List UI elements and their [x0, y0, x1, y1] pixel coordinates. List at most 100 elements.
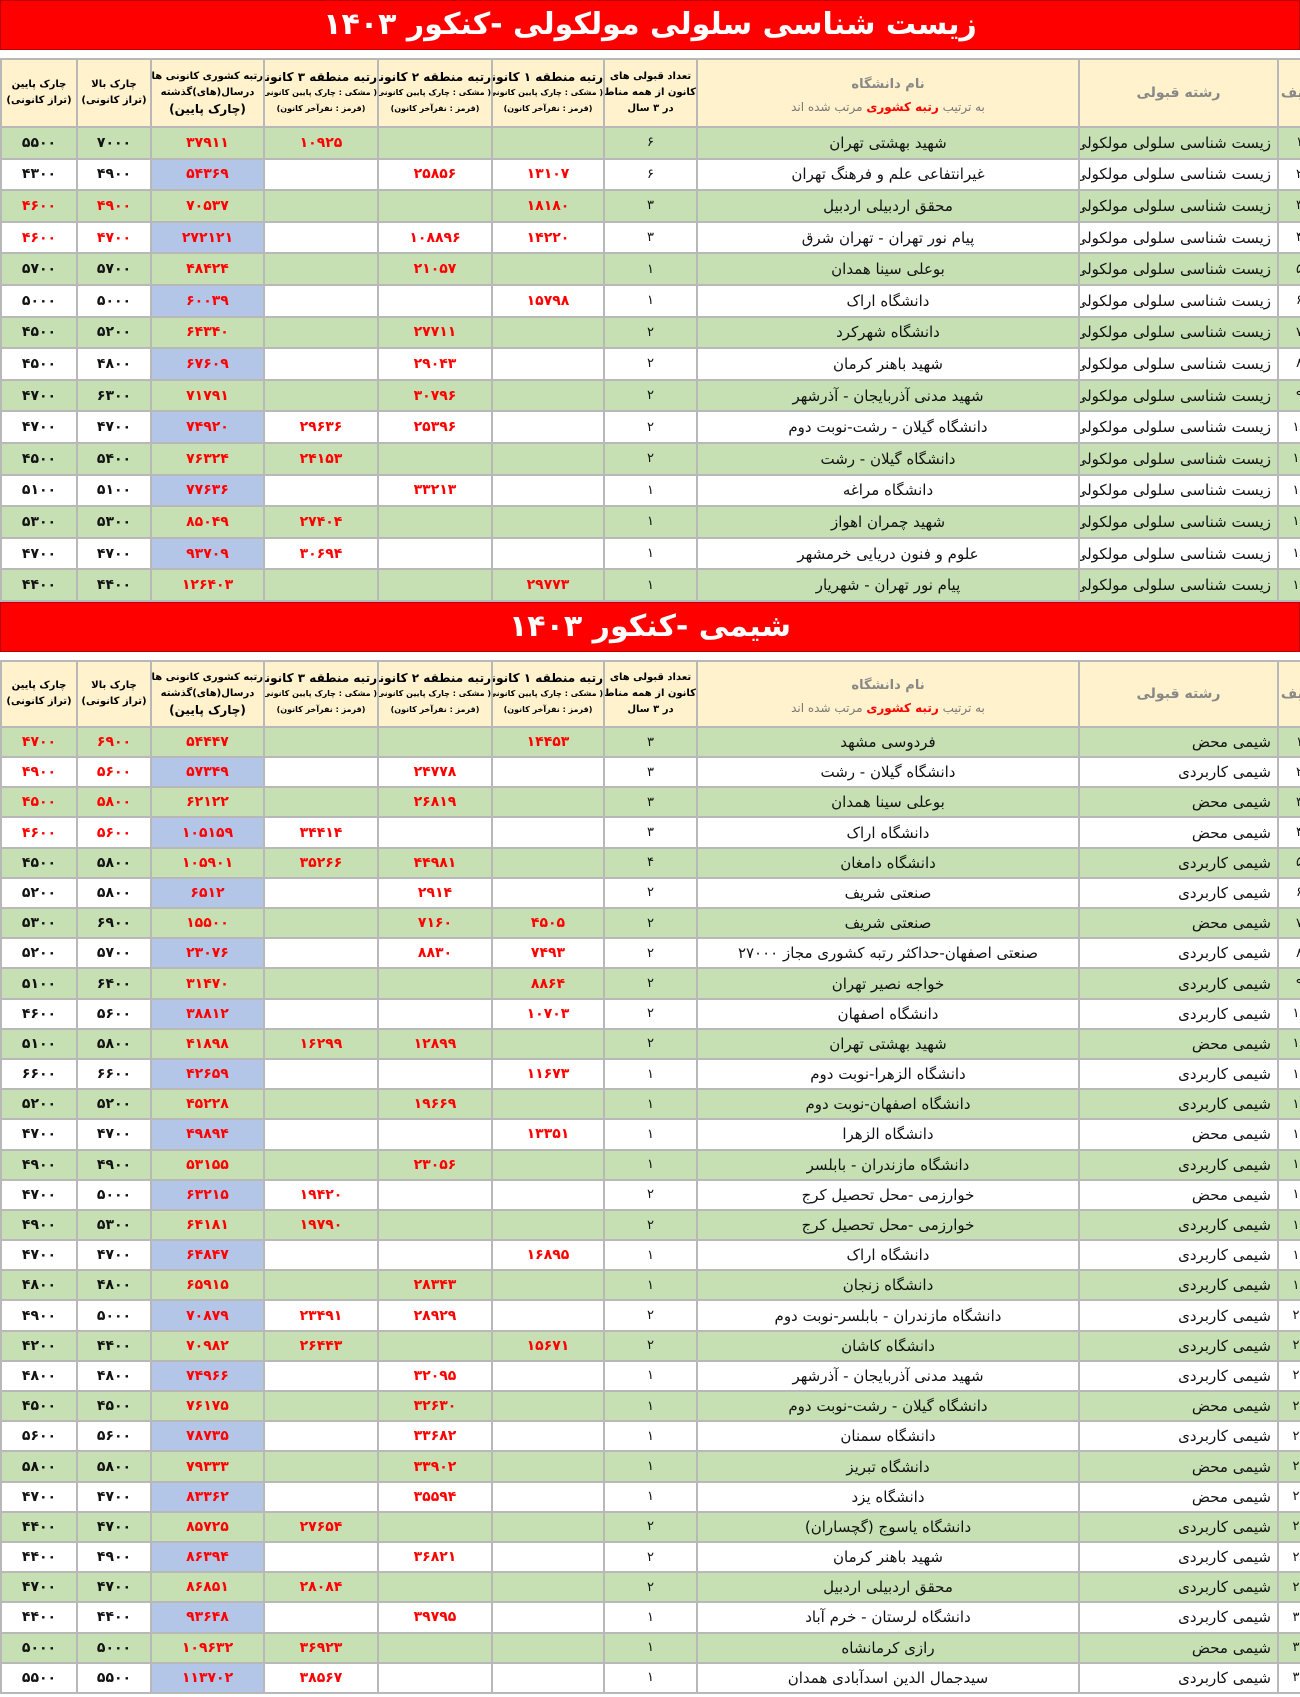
national-rank-cell: ۱۰۹۶۳۲: [150, 1631, 265, 1664]
region1-rank-cell: ۱۱۶۷۳: [491, 1057, 605, 1091]
upper-quartile-cell: ۴۹۰۰: [76, 189, 152, 223]
upper-quartile-cell: ۵۷۰۰: [76, 252, 152, 286]
major-cell: شیمی کاربردی: [1078, 1148, 1279, 1181]
region2-rank-cell: [377, 1661, 493, 1694]
region2-rank-cell: ۴۴۹۸۱: [377, 846, 493, 879]
row-number-cell: ۲۸: [1277, 1540, 1300, 1574]
admit-count-cell: ۲: [603, 937, 698, 970]
university-cell: پیام نور تهران - شهریار: [696, 568, 1080, 602]
upper-quartile-cell: ۴۹۰۰: [76, 1148, 152, 1181]
upper-quartile-cell: ۵۶۰۰: [76, 756, 152, 789]
upper-quartile-cell: ۵۱۰۰: [76, 473, 152, 508]
admit-count-cell: ۲: [603, 1329, 698, 1362]
major-cell: شیمی محض: [1078, 907, 1279, 940]
region1-rank-cell: [491, 252, 605, 286]
region2-rank-cell: [377, 1178, 493, 1211]
region2-rank-cell: ۲۴۷۷۸: [377, 756, 493, 789]
lower-quartile-cell: ۴۷۰۰: [0, 1571, 78, 1604]
region2-rank-cell: ۲۹۱۴: [377, 876, 493, 910]
upper-quartile-cell: ۶۶۰۰: [76, 1057, 152, 1091]
admit-count-cell: ۱: [603, 1088, 698, 1121]
row-number-cell: ۲: [1277, 756, 1300, 789]
region3-rank-cell: [263, 157, 379, 192]
university-cell: دانشگاه شهرکرد: [696, 315, 1080, 350]
admit-count-cell: ۱: [603, 1450, 698, 1483]
national-rank-cell: ۳۱۴۷۰: [150, 967, 265, 1000]
admit-count-cell: ۱: [603, 505, 698, 539]
region1-rank-cell: [491, 1510, 605, 1543]
major-cell: زیست شناسی سلولی مولکولی: [1078, 315, 1279, 350]
region1-rank-cell: [491, 1178, 605, 1211]
university-cell: محقق اردبیلی اردبیل: [696, 1571, 1080, 1604]
row-number-cell: ۲۱: [1277, 1329, 1300, 1362]
major-cell: زیست شناسی سلولی مولکولی: [1078, 189, 1279, 223]
university-cell: شهید چمران اهواز: [696, 505, 1080, 539]
region1-rank-cell: [491, 786, 605, 819]
row-number-cell: ۱۰: [1277, 997, 1300, 1030]
region1-rank-cell: [491, 1420, 605, 1453]
row-number-cell: ۲۶: [1277, 1480, 1300, 1513]
lower-quartile-cell: ۴۶۰۰: [0, 220, 78, 255]
region1-rank-cell: [491, 876, 605, 910]
university-cell: دانشگاه اراک: [696, 1239, 1080, 1272]
region2-rank-cell: ۳۳۲۱۳: [377, 473, 493, 508]
header-row: ردیف رشته قبولی نام دانشگاه به ترتیب رتب…: [0, 58, 1300, 128]
upper-quartile-cell: ۵۴۰۰: [76, 441, 152, 476]
admit-count-cell: ۲: [603, 410, 698, 444]
admit-count-cell: ۲: [603, 1178, 698, 1211]
region3-rank-cell: ۲۸۰۸۴: [263, 1571, 379, 1604]
lower-quartile-cell: ۴۵۰۰: [0, 1390, 78, 1423]
national-rank-cell: ۵۳۱۵۵: [150, 1148, 265, 1181]
major-cell: زیست شناسی سلولی مولکولی: [1078, 126, 1279, 160]
region3-rank-cell: [263, 1359, 379, 1393]
region3-rank-cell: [263, 189, 379, 223]
national-rank-cell: ۸۶۸۵۱: [150, 1571, 265, 1604]
university-cell: بوعلی سینا همدان: [696, 252, 1080, 286]
row-number-cell: ۲۳: [1277, 1390, 1300, 1423]
header-lower-quartile: چارک پایین (تراز کانونی): [0, 58, 78, 128]
region1-rank-cell: [491, 816, 605, 849]
header-upper-quartile: چارک بالا (تراز کانونی): [76, 659, 152, 728]
upper-quartile-cell: ۵۸۰۰: [76, 876, 152, 910]
national-rank-cell: ۵۴۴۴۷: [150, 725, 265, 759]
upper-quartile-cell: ۶۹۰۰: [76, 907, 152, 940]
region2-rank-cell: [377, 1510, 493, 1543]
region1-rank-cell: ۱۰۷۰۳: [491, 997, 605, 1030]
major-cell: شیمی کاربردی: [1078, 1269, 1279, 1302]
region2-rank-cell: ۱۰۸۸۹۶: [377, 220, 493, 255]
national-rank-cell: ۶۴۸۴۷: [150, 1239, 265, 1272]
lower-quartile-cell: ۴۵۰۰: [0, 786, 78, 819]
region1-rank-cell: [491, 410, 605, 444]
header-major: رشته قبولی: [1078, 58, 1279, 128]
admit-count-cell: ۱: [603, 1420, 698, 1453]
region3-rank-cell: [263, 967, 379, 1000]
row-number-cell: ۱۳: [1277, 1088, 1300, 1121]
region1-rank-cell: [491, 1208, 605, 1242]
major-cell: شیمی کاربردی: [1078, 937, 1279, 970]
region3-rank-cell: [263, 1450, 379, 1483]
upper-quartile-cell: ۷۰۰۰: [76, 126, 152, 160]
row-number-cell: ۹: [1277, 378, 1300, 413]
lower-quartile-cell: ۵۶۰۰: [0, 1420, 78, 1453]
national-rank-cell: ۷۶۱۷۵: [150, 1390, 265, 1423]
national-rank-cell: ۶۰۰۳۹: [150, 283, 265, 318]
region2-rank-cell: [377, 997, 493, 1030]
admit-count-cell: ۲: [603, 347, 698, 381]
upper-quartile-cell: ۴۹۰۰: [76, 157, 152, 192]
university-cell: دانشگاه اصفهان-نوبت دوم: [696, 1088, 1080, 1121]
region3-rank-cell: [263, 1057, 379, 1091]
upper-quartile-cell: ۴۴۰۰: [76, 568, 152, 602]
region2-rank-cell: [377, 505, 493, 539]
row-number-cell: ۹: [1277, 967, 1300, 1000]
header-major: رشته قبولی: [1078, 659, 1279, 728]
row-number-cell: ۸: [1277, 937, 1300, 970]
upper-quartile-cell: ۴۷۰۰: [76, 1480, 152, 1513]
